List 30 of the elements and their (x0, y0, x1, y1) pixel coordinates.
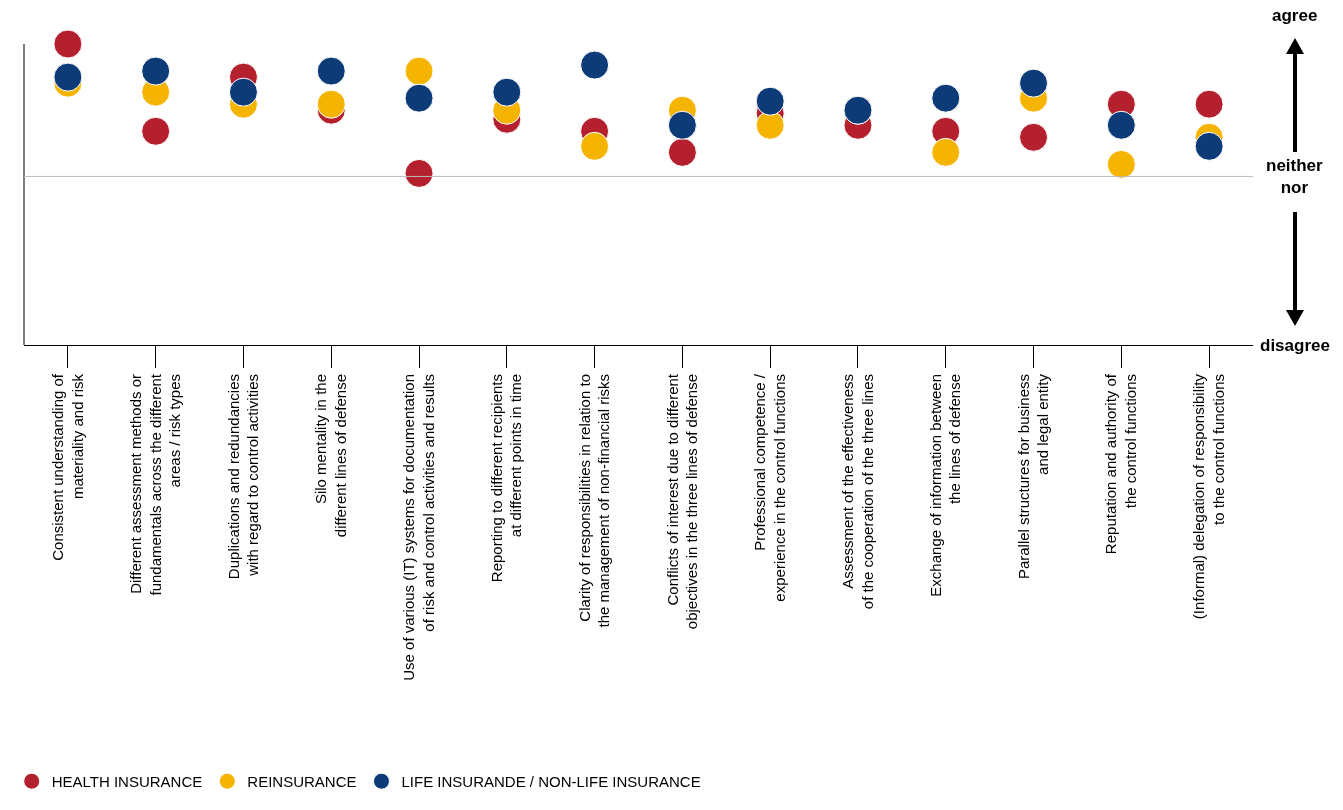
point (931, 137, 961, 167)
point (1106, 149, 1136, 179)
point (141, 56, 171, 86)
point (1019, 122, 1049, 152)
legend-label: REINSURANCE (247, 773, 357, 791)
point (228, 77, 258, 107)
point (316, 89, 346, 119)
point (316, 56, 346, 86)
point (492, 77, 522, 107)
point (1194, 89, 1224, 119)
point (53, 29, 83, 59)
point (404, 83, 434, 113)
text: disagree (1260, 336, 1330, 355)
ref-line-label: neither nor (1266, 156, 1324, 198)
point (53, 62, 83, 92)
point (667, 137, 697, 167)
text: agree (1272, 6, 1318, 25)
point (1106, 110, 1136, 140)
point (580, 50, 610, 80)
point (1194, 131, 1224, 161)
point (404, 158, 434, 188)
legend-label: HEALTH INSURANCE (51, 773, 203, 791)
point (1019, 68, 1049, 98)
point (667, 110, 697, 140)
point (404, 56, 434, 86)
legend-label: LIFE INSURANDE / NON-LIFE INSURANCE (401, 773, 701, 791)
x-tick-label: Consistent understanding of materiality and risk (49, 373, 86, 561)
point (580, 131, 610, 161)
point (141, 116, 171, 146)
point (931, 83, 961, 113)
